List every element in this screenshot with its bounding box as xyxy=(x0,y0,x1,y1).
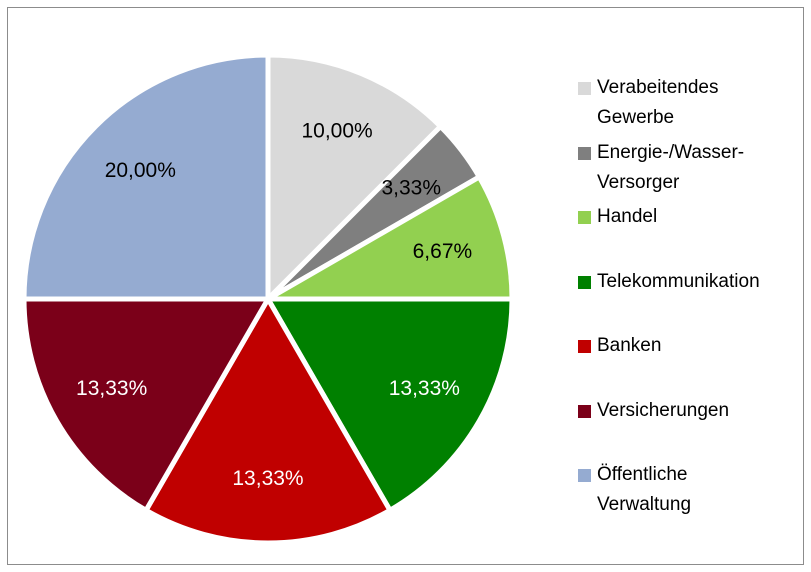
pie-slice xyxy=(258,173,515,302)
legend-swatch xyxy=(578,404,591,418)
legend-label: Handel xyxy=(597,206,658,227)
legend-label: Energie-/Wasser-Versorger xyxy=(597,141,745,193)
slice-label: 20,00% xyxy=(105,159,176,182)
legend-swatch xyxy=(578,469,591,482)
slice-label: 13,33% xyxy=(232,467,303,490)
legend-label: Telekommunikation xyxy=(597,270,760,292)
pie-slice xyxy=(265,52,445,306)
slice-label: 13,33% xyxy=(389,377,460,400)
slice-label: 3,33% xyxy=(381,177,441,200)
pie-slice xyxy=(21,296,273,514)
pie-slice xyxy=(21,52,271,302)
legend-swatch xyxy=(578,211,591,224)
chart-frame xyxy=(7,7,804,565)
legend-swatch xyxy=(578,340,591,353)
legend-swatch xyxy=(578,146,591,160)
legend-label: Versicherungen xyxy=(597,399,730,421)
legend-label: Verabeitendes Gewerbe xyxy=(597,77,719,128)
legend-label: Banken xyxy=(597,335,662,356)
slice-label: 13,33% xyxy=(76,377,147,400)
slice-label: 10,00% xyxy=(301,120,372,143)
legend-swatch xyxy=(578,82,591,95)
legend-swatch xyxy=(578,275,591,289)
slice-label: 6,67% xyxy=(413,240,473,263)
pie-slice xyxy=(142,293,394,546)
legend-label: Öffentliche Verwaltung xyxy=(597,464,692,515)
pie-slice xyxy=(263,296,515,514)
